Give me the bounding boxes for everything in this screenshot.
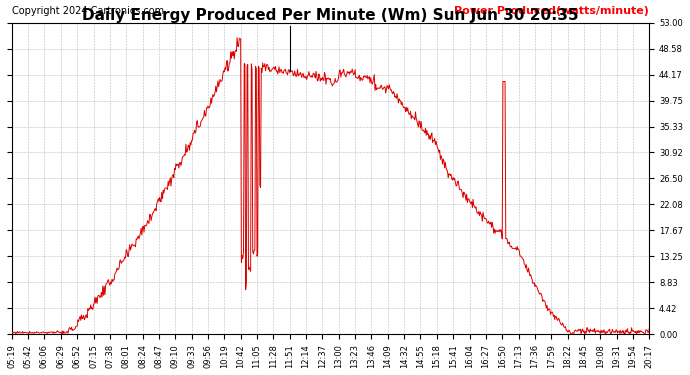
- Text: Copyright 2024 Cartronics.com: Copyright 2024 Cartronics.com: [12, 6, 164, 16]
- Text: Power Produced(watts/minute): Power Produced(watts/minute): [455, 6, 649, 16]
- Title: Daily Energy Produced Per Minute (Wm) Sun Jun 30 20:35: Daily Energy Produced Per Minute (Wm) Su…: [82, 8, 579, 23]
